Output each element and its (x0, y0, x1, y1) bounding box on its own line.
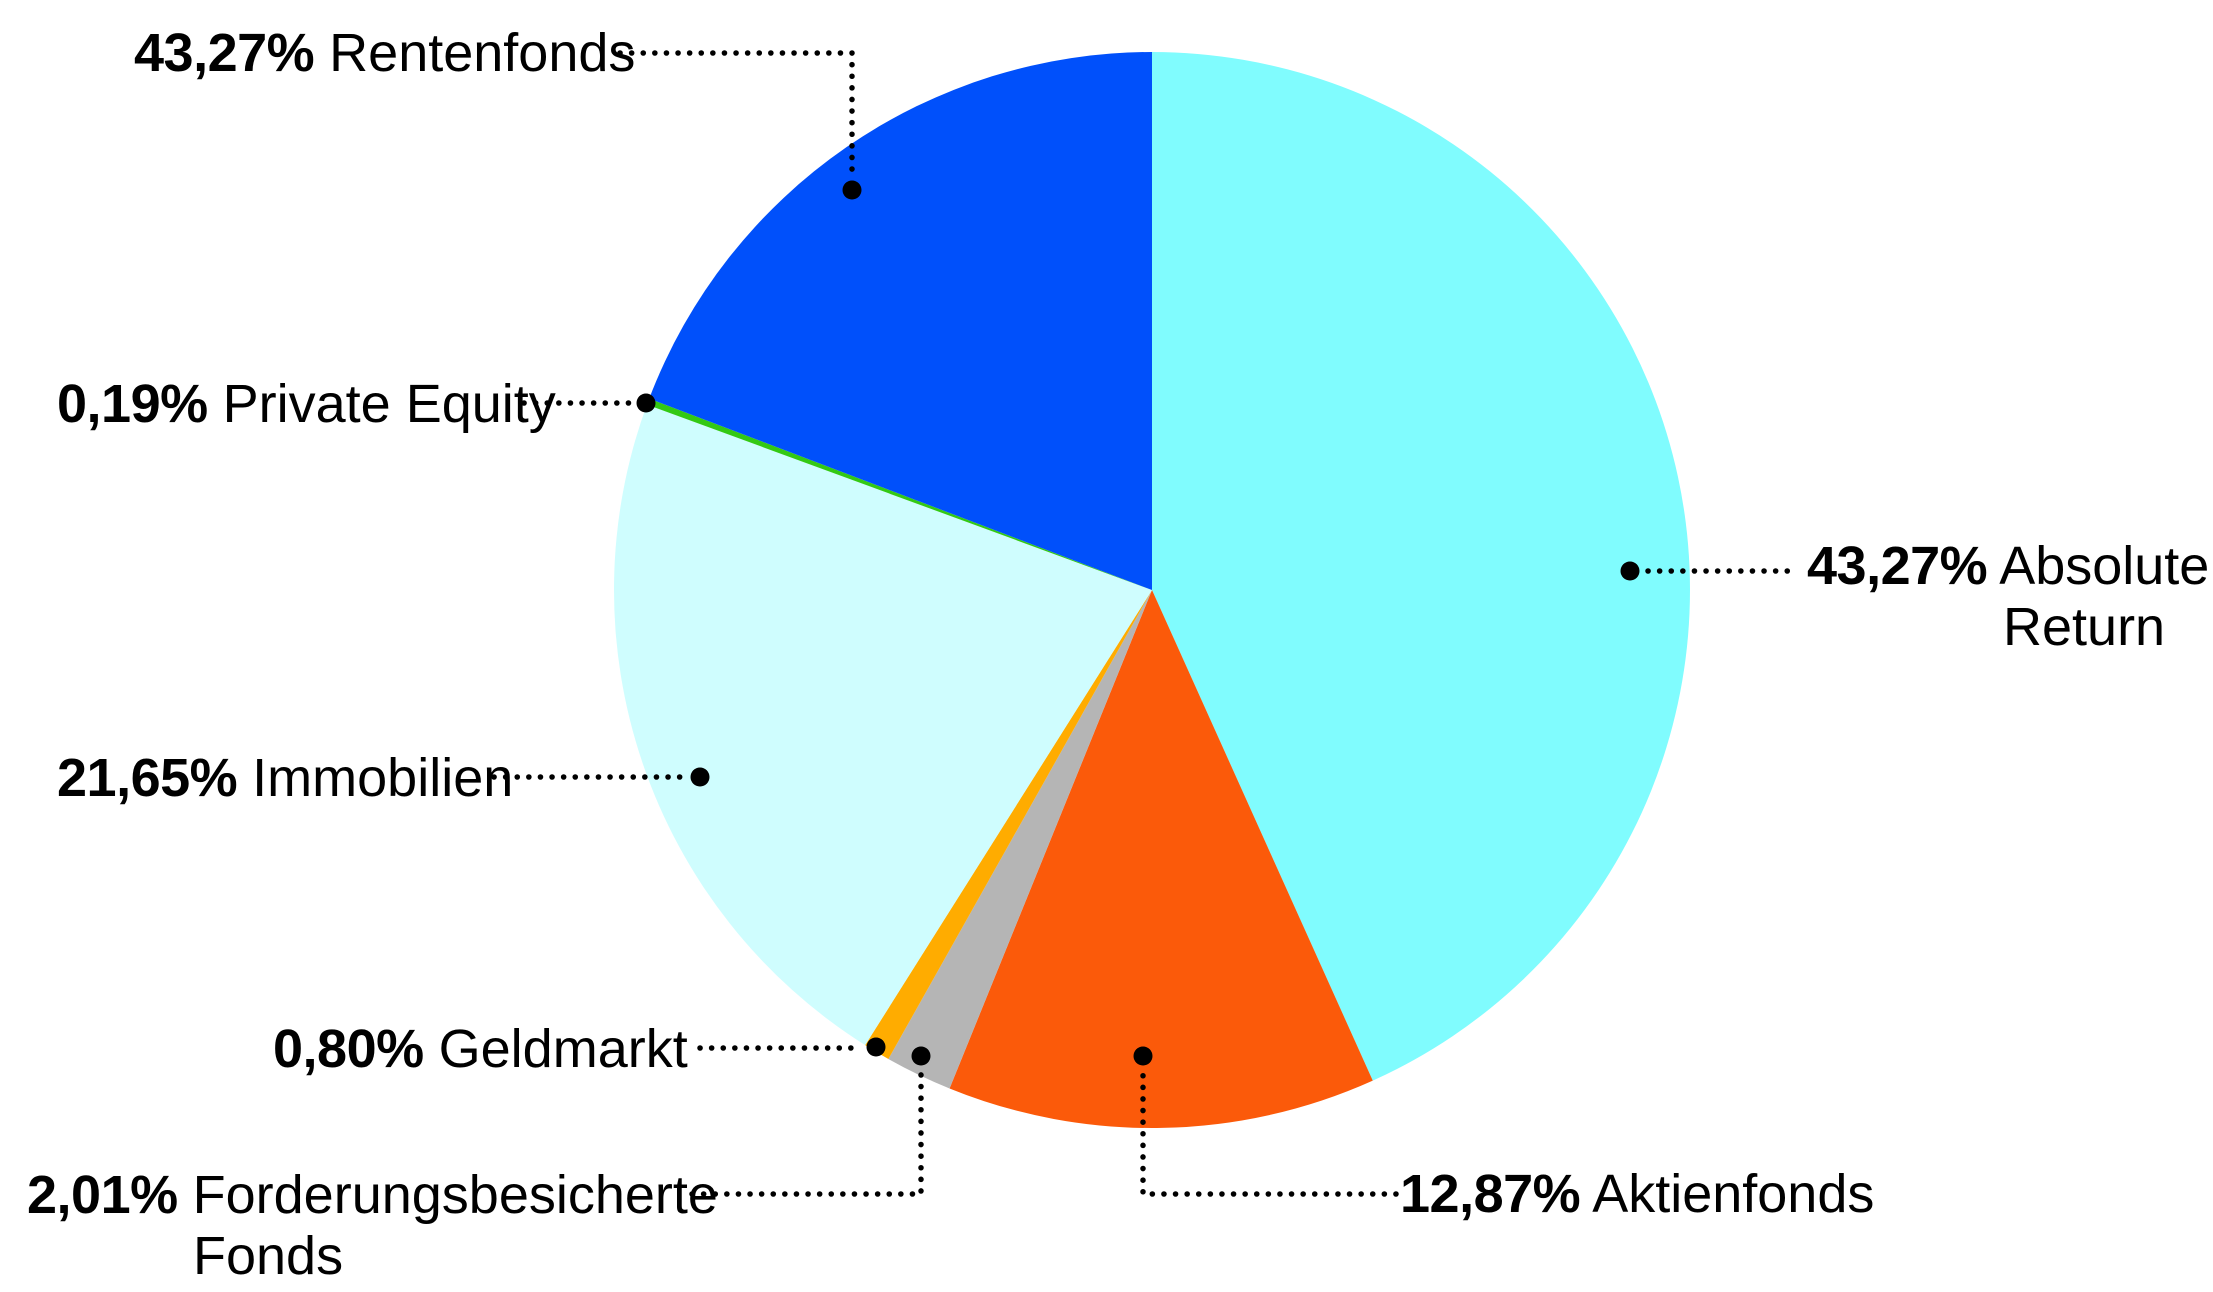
label-forderungsbesicherte-fonds-line1: Forderungsbesicherte (192, 1165, 718, 1225)
callout-forderungsbesicherte-fonds: 2,01% Forderungsbesicherte Fonds (27, 1165, 718, 1287)
callout-private-equity: 0,19% Private Equity (57, 374, 556, 435)
label-immobilien: Immobilien (252, 748, 514, 808)
pct-absolute-return: 43,27% (1807, 536, 1988, 596)
pie-slice-absolute-return (1152, 52, 1690, 1081)
leader-dot-private-equity (636, 393, 656, 413)
pct-private-equity: 0,19% (57, 374, 208, 434)
label-private-equity: Private Equity (222, 374, 556, 434)
label-forderungsbesicherte-fonds-line2: Fonds (193, 1226, 344, 1286)
pie-slice-rentenfonds (649, 52, 1152, 590)
pie-slice-aktienfonds (949, 590, 1373, 1128)
label-aktienfonds: Aktienfonds (1592, 1164, 1875, 1224)
pie-slice-forderungsbesicherte-fonds (888, 590, 1152, 1089)
pct-aktienfonds: 12,87% (1400, 1164, 1581, 1224)
pct-geldmarkt: 0,80% (273, 1019, 424, 1079)
label-geldmarkt: Geldmarkt (438, 1019, 688, 1079)
callout-geldmarkt: 0,80% Geldmarkt (273, 1019, 688, 1080)
leader-dot-immobilien (690, 767, 710, 787)
pct-rentenfonds: 43,27% (134, 23, 315, 83)
label-absolute-return-line2: Return (2003, 597, 2166, 657)
leader-line-rentenfonds (617, 50, 855, 181)
leader-dot-aktienfonds (1133, 1046, 1153, 1066)
pie-slice-immobilien (613, 404, 1152, 1046)
leader-dot-forderungsbesicherte-fonds (911, 1046, 931, 1066)
callout-absolute-return: 43,27% Absolute Return (1807, 536, 2209, 658)
callout-immobilien: 21,65% Immobilien (57, 748, 513, 809)
leader-line-aktienfonds (1140, 1071, 1399, 1197)
leader-dot-absolute-return (1620, 561, 1640, 581)
label-rentenfonds: Rentenfonds (329, 23, 636, 83)
pie-slice-geldmarkt (865, 590, 1152, 1059)
callout-aktienfonds: 12,87% Aktienfonds (1400, 1164, 1874, 1225)
callout-rentenfonds: 43,27% Rentenfonds (134, 23, 635, 84)
pct-immobilien: 21,65% (57, 748, 238, 808)
leader-dot-geldmarkt (866, 1037, 886, 1057)
label-absolute-return-line1: Absolute (1999, 536, 2210, 596)
pie-slice-private-equity (646, 398, 1152, 590)
pct-forderungsbesicherte-fonds: 2,01% (27, 1165, 178, 1225)
leader-dot-rentenfonds (842, 180, 862, 200)
leader-line-forderungsbesicherte-fonds (689, 1071, 924, 1197)
